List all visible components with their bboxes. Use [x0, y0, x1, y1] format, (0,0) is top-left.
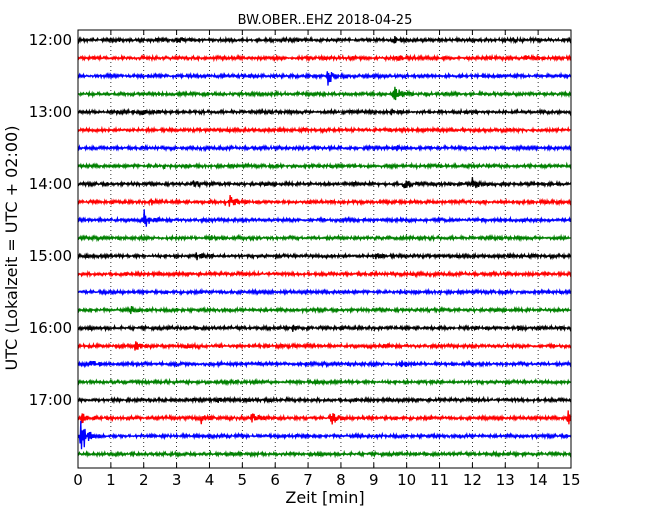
y-tick-label-3: 15:00 [29, 247, 72, 265]
y-tick-label-2: 14:00 [29, 175, 72, 193]
x-tick-label-8: 8 [336, 471, 346, 489]
trace-1400 [77, 177, 572, 189]
trace-1200 [77, 35, 572, 45]
trace-1545 [77, 305, 572, 315]
trace-1215 [77, 53, 572, 63]
trace-1330 [77, 143, 572, 153]
trace-1300 [77, 107, 572, 117]
trace-1315 [77, 125, 572, 135]
x-tick-label-6: 6 [270, 471, 280, 489]
x-tick-label-12: 12 [463, 471, 482, 489]
trace-1415 [77, 194, 572, 207]
trace-1615 [77, 341, 572, 351]
trace-1630 [77, 359, 572, 369]
trace-1445 [77, 233, 572, 243]
x-tick-label-11: 11 [430, 471, 449, 489]
x-tick-label-0: 0 [73, 471, 83, 489]
x-tick-label-9: 9 [369, 471, 379, 489]
x-tick-label-14: 14 [529, 471, 548, 489]
trace-1515 [77, 269, 572, 279]
x-tick-label-4: 4 [205, 471, 215, 489]
trace-1715 [77, 410, 572, 425]
x-tick-label-7: 7 [303, 471, 313, 489]
y-tick-label-5: 17:00 [29, 391, 72, 409]
x-tick-label-5: 5 [238, 471, 248, 489]
trace-1730 [77, 420, 572, 450]
axis-ticks: 0 1 2 3 4 5 6 7 8 9 10 11 12 13 14 1512:0013:0014:0015:… [29, 30, 581, 489]
trace-1700 [77, 395, 572, 405]
y-tick-label-0: 12:00 [29, 31, 72, 49]
x-tick-label-2: 2 [139, 471, 149, 489]
trace-1345 [77, 161, 572, 171]
x-tick-label-10: 10 [397, 471, 416, 489]
trace-1600 [77, 323, 572, 333]
trace-1530 [77, 287, 572, 297]
x-tick-label-13: 13 [496, 471, 515, 489]
trace-1245 [77, 86, 572, 101]
y-tick-label-4: 16:00 [29, 319, 72, 337]
y-tick-label-1: 13:00 [29, 103, 72, 121]
x-axis-label: Zeit [min] [285, 488, 364, 507]
plot-frame [77, 29, 572, 469]
x-tick-label-15: 15 [561, 471, 580, 489]
trace-1500 [77, 251, 572, 261]
trace-1645 [77, 377, 572, 387]
x-tick-label-1: 1 [106, 471, 116, 489]
x-tick-label-3: 3 [172, 471, 182, 489]
y-axis-label: UTC (Lokalzeit = UTC + 02:00) [2, 126, 21, 371]
trace-1430 [77, 209, 572, 227]
trace-group [77, 35, 572, 459]
chart-title: BW.OBER..EHZ 2018-04-25 [238, 13, 413, 28]
trace-1230 [77, 71, 572, 86]
trace-1745 [77, 449, 572, 459]
